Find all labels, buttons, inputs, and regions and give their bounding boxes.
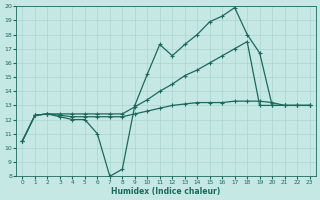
X-axis label: Humidex (Indice chaleur): Humidex (Indice chaleur) [111, 187, 221, 196]
